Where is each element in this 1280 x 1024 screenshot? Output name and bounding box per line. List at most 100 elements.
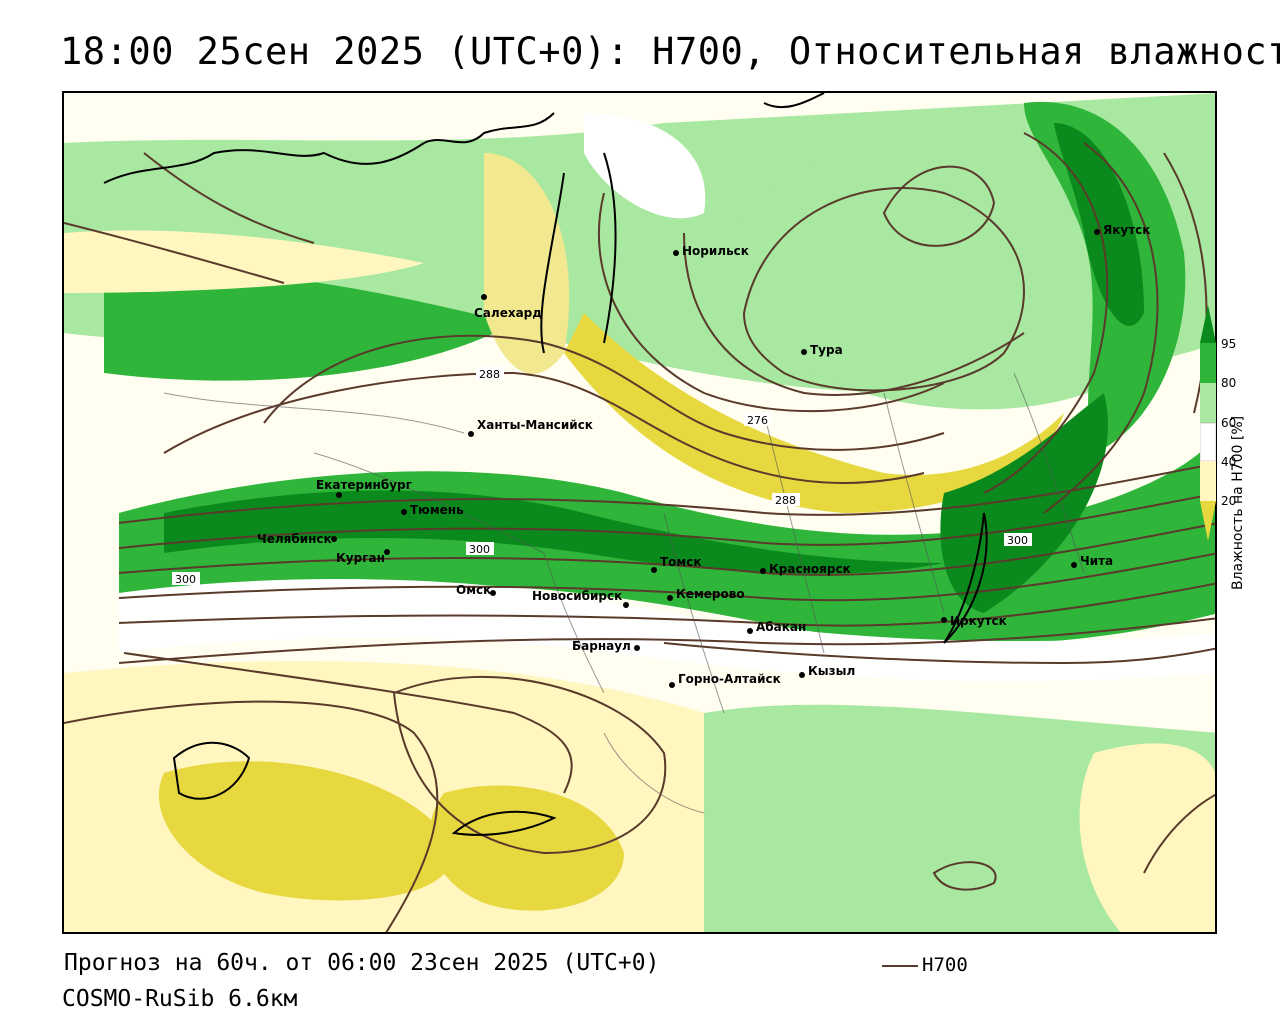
city-salekhard[interactable]: Салехард <box>474 294 542 320</box>
isoline <box>143 152 315 244</box>
isoline-label: 288 <box>476 367 504 381</box>
svg-text:Ханты-Мансийск: Ханты-Мансийск <box>477 418 593 432</box>
isoline <box>263 334 945 451</box>
colorbar-scale <box>1200 305 1216 541</box>
isoline <box>742 187 1025 392</box>
humidity-zone-yamal <box>484 153 570 374</box>
isoline <box>1043 142 1159 514</box>
svg-text:288: 288 <box>479 368 500 381</box>
coastline <box>103 142 425 184</box>
humidity-zone-white-gap <box>119 579 1215 682</box>
city-norilsk[interactable]: Норильск <box>673 244 749 258</box>
coastline <box>943 512 988 644</box>
svg-text:300: 300 <box>1007 534 1028 547</box>
humidity-zone-baikal <box>940 393 1108 613</box>
svg-text:Курган: Курган <box>336 551 385 565</box>
isoline <box>882 165 996 247</box>
forecast-info: Прогноз на 60ч. от 06:00 23сен 2025 (UTC… <box>64 950 660 976</box>
city-irkutsk[interactable]: Иркутск <box>941 614 1007 628</box>
svg-text:Омск: Омск <box>456 583 491 597</box>
city-tyumen[interactable]: Тюмень <box>401 503 464 517</box>
svg-text:Норильск: Норильск <box>682 244 749 258</box>
city-kurgan[interactable]: Курган <box>336 549 390 565</box>
isoline <box>163 371 925 484</box>
isoline <box>118 492 1215 549</box>
isoline <box>392 675 667 855</box>
svg-text:Чита: Чита <box>1080 554 1113 568</box>
colorbar-tick: 40 <box>1221 455 1237 469</box>
map-canvas: Норильск Якутск Салехард Тура Ханты-Манс… <box>64 93 1215 932</box>
svg-text:Красноярск: Красноярск <box>769 562 851 576</box>
coastlines <box>103 93 988 836</box>
geopotential-isolines <box>64 132 1215 932</box>
svg-text:Новосибирск: Новосибирск <box>532 589 622 603</box>
city-krasnoyarsk[interactable]: Красноярск <box>760 562 851 576</box>
colorbar-tick: 60 <box>1221 416 1237 430</box>
isoline <box>683 232 1025 396</box>
colorbar-tick: 20 <box>1221 494 1237 508</box>
humidity-zone-belt-core <box>164 490 944 574</box>
h700-line-legend-swatch <box>882 965 918 967</box>
svg-text:Барнаул: Барнаул <box>572 639 631 653</box>
isoline-label: 300 <box>466 542 494 556</box>
city-tomsk[interactable]: Томск <box>651 555 702 573</box>
humidity-zone-white-north <box>584 113 706 219</box>
svg-text:Иркутск: Иркутск <box>950 614 1007 628</box>
isoline <box>118 617 1215 664</box>
city-tura[interactable]: Тура <box>801 343 843 357</box>
city-kyzyl[interactable]: Кызыл <box>799 664 855 678</box>
city-gorno-altaysk[interactable]: Горно-Алтайск <box>669 672 781 688</box>
isoline-label: 276 <box>744 413 772 427</box>
isoline <box>123 652 573 794</box>
isoline <box>118 522 1215 576</box>
map-area[interactable]: Норильск Якутск Салехард Тура Ханты-Манс… <box>62 91 1217 934</box>
h700-line-legend-label: H700 <box>922 954 968 976</box>
region-borders <box>163 372 1085 814</box>
city-yakutsk[interactable]: Якутск <box>1094 223 1150 237</box>
isoline <box>597 192 945 413</box>
humidity-zone-north-strong <box>104 271 514 381</box>
city-khanty-mansiysk[interactable]: Ханты-Мансийск <box>468 418 593 437</box>
city-ekaterinburg[interactable]: Екатеринбург <box>316 478 412 498</box>
svg-text:300: 300 <box>175 573 196 586</box>
coastline <box>423 112 555 144</box>
city-chelyabinsk[interactable]: Челябинск <box>257 532 337 546</box>
humidity-zone-ne-cyclone <box>740 145 1149 410</box>
isoline-label: 288 <box>772 493 800 507</box>
isoline <box>64 700 439 932</box>
humidity-zone-se-green <box>704 704 1215 932</box>
isoline-label: 300 <box>1004 533 1032 547</box>
isoline <box>932 861 997 891</box>
svg-text:300: 300 <box>469 543 490 556</box>
model-name: COSMO-RuSib 6.6км <box>62 986 298 1012</box>
coastline <box>763 93 825 109</box>
city-omsk[interactable]: Омск <box>456 583 496 597</box>
city-kemerovo[interactable]: Кемерово <box>667 587 745 601</box>
coastline <box>603 152 617 344</box>
humidity-zone-se-dry <box>1079 743 1215 932</box>
svg-text:288: 288 <box>775 494 796 507</box>
coastline <box>172 741 251 800</box>
svg-text:Тура: Тура <box>810 343 843 357</box>
svg-text:Салехард: Салехард <box>474 306 542 320</box>
isoline <box>118 582 1215 627</box>
city-barnaul[interactable]: Барнаул <box>572 639 640 653</box>
humidity-zone-central-dry <box>564 313 1064 513</box>
isoline <box>983 132 1109 494</box>
isoline <box>118 552 1215 602</box>
svg-text:276: 276 <box>747 414 768 427</box>
isoline <box>663 642 1215 665</box>
city-novosibirsk[interactable]: Новосибирск <box>532 589 629 608</box>
svg-text:Горно-Алтайск: Горно-Алтайск <box>678 672 781 686</box>
svg-text:Абакан: Абакан <box>756 620 806 634</box>
svg-text:Челябинск: Челябинск <box>257 532 332 546</box>
isoline-label: 300 <box>172 572 200 586</box>
map-title: 18:00 25сен 2025 (UTC+0): H700, Относите… <box>60 30 1280 73</box>
city-chita[interactable]: Чита <box>1071 554 1113 568</box>
humidity-zone-south-dry-strong-2 <box>429 785 624 911</box>
svg-text:Томск: Томск <box>660 555 702 569</box>
city-abakan[interactable]: Абакан <box>747 620 806 634</box>
isoline-labels: 288 276 288 300 300 300 <box>172 367 1032 586</box>
svg-text:Кызыл: Кызыл <box>808 664 855 678</box>
coastline <box>540 172 565 354</box>
